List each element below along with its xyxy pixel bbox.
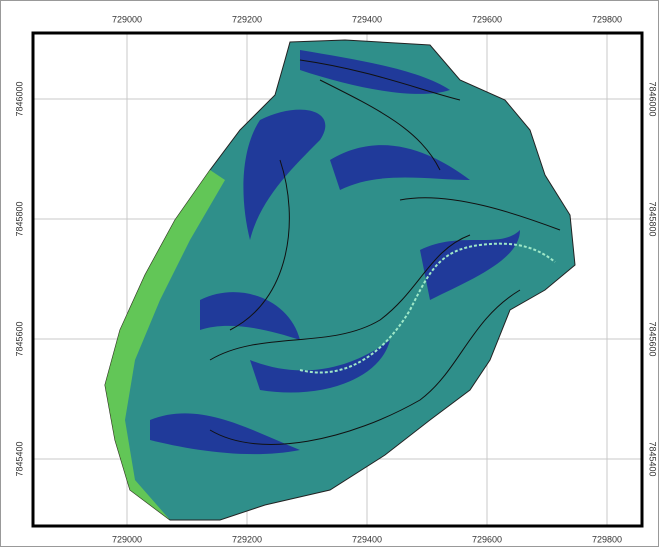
x-label-top: 729200 (232, 14, 262, 24)
x-label-top: 729600 (472, 14, 502, 24)
x-label-bottom: 729600 (472, 534, 502, 544)
y-label-right: 7845600 (648, 321, 658, 356)
x-label-top: 729000 (112, 14, 142, 24)
y-label-left: 7845800 (14, 201, 24, 236)
page: 729000 729000 729200 729200 729400 729400 7296… (0, 0, 659, 547)
x-label-top: 729800 (592, 14, 622, 24)
y-label-left: 7846000 (14, 81, 24, 116)
y-label-left: 7845600 (14, 321, 24, 356)
x-label-bottom: 729000 (112, 534, 142, 544)
x-label-top: 729400 (352, 14, 382, 24)
y-label-right: 7846000 (648, 81, 658, 116)
x-label-bottom: 729200 (232, 534, 262, 544)
map-view: 729000 729000 729200 729200 729400 729400 7296… (0, 0, 659, 547)
x-label-bottom: 729800 (592, 534, 622, 544)
y-label-left: 7845400 (14, 441, 24, 476)
y-label-right: 7845800 (648, 201, 658, 236)
y-label-right: 7845400 (648, 441, 658, 476)
x-label-bottom: 729400 (352, 534, 382, 544)
